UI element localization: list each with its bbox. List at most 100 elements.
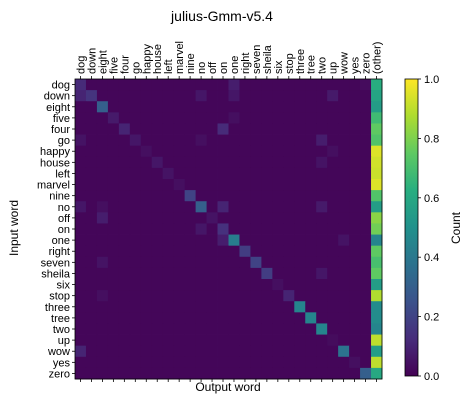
cell-tree-stop: [283, 312, 295, 324]
cell-on-up: [327, 223, 339, 235]
cell-no-dog: [75, 201, 87, 213]
cell-zero-happy: [140, 367, 153, 380]
cell-zero-four: [118, 367, 131, 380]
cell-wow-up: [327, 345, 339, 358]
cell-down-six: [272, 90, 284, 102]
cell-five-left: [162, 112, 175, 124]
cell-up-zero: [360, 334, 372, 347]
cell-stop-house: [151, 290, 164, 302]
cell-six-yes: [349, 279, 361, 291]
cell-four-other: [371, 123, 383, 135]
cell-eight-happy: [140, 101, 153, 113]
cell-sheila-go: [129, 267, 142, 280]
cell-happy-six: [272, 145, 284, 158]
cell-sheila-zero: [360, 267, 372, 280]
cell-one-house: [151, 234, 164, 247]
cell-one-left: [162, 234, 175, 247]
cell-no-yes: [349, 201, 361, 213]
cell-no-sheila: [261, 201, 273, 213]
cell-four-happy: [140, 123, 153, 135]
cell-up-yes: [349, 334, 361, 347]
cell-six-right: [239, 279, 251, 291]
cell-off-sheila: [261, 212, 273, 224]
cell-left-nine: [184, 167, 196, 180]
cell-stop-zero: [360, 290, 372, 302]
cell-seven-stop: [283, 256, 295, 269]
y-tick-label: four: [51, 124, 70, 136]
cell-yes-seven: [250, 356, 262, 369]
cell-tree-zero: [360, 312, 372, 324]
cell-nine-yes: [349, 190, 361, 202]
cell-nine-tree: [305, 190, 317, 202]
cell-nine-two: [316, 190, 328, 202]
cell-one-happy: [140, 234, 153, 247]
cell-sheila-no: [195, 267, 207, 280]
cell-one-tree: [305, 234, 317, 247]
cell-wow-marvel: [173, 345, 186, 358]
x-tick-label: zero: [361, 53, 373, 74]
cell-yes-on: [217, 356, 229, 369]
cell-tree-nine: [184, 312, 196, 324]
cell-one-eight: [96, 234, 109, 247]
cell-seven-off: [206, 256, 218, 269]
cell-off-dog: [75, 212, 87, 224]
cell-six-house: [151, 279, 164, 291]
cell-seven-yes: [349, 256, 361, 269]
cell-zero-stop: [283, 367, 295, 380]
cell-three-happy: [140, 301, 153, 313]
cell-three-eight: [96, 301, 109, 313]
cell-marvel-up: [327, 179, 339, 191]
y-tick-label: two: [53, 324, 70, 336]
cell-dog-sheila: [261, 79, 273, 91]
cell-happy-left: [162, 145, 175, 158]
cell-six-five: [107, 279, 120, 291]
cell-right-other: [371, 245, 383, 258]
cell-no-stop: [283, 201, 295, 213]
cell-six-go: [129, 279, 142, 291]
cell-eight-left: [162, 101, 175, 113]
cell-dog-no: [195, 79, 207, 91]
cell-three-house: [151, 301, 164, 313]
cell-nine-go: [129, 190, 142, 202]
cell-eight-dog: [75, 101, 87, 113]
cell-seven-house: [151, 256, 164, 269]
cell-seven-seven: [250, 256, 262, 269]
cell-marvel-eight: [96, 179, 109, 191]
cell-right-yes: [349, 245, 361, 258]
cell-off-off: [206, 212, 218, 224]
colorbar-ticks: 0.0 0.2 0.4 0.6 0.8 1.0: [418, 74, 439, 383]
x-tick-label: no: [196, 62, 208, 74]
cell-house-go: [129, 156, 142, 169]
cell-zero-sheila: [261, 367, 273, 380]
cell-left-off: [206, 167, 218, 180]
cell-three-yes: [349, 301, 361, 313]
cell-eight-eight: [96, 101, 109, 113]
cell-house-up: [327, 156, 339, 169]
y-tick-label: sheila: [41, 268, 71, 280]
cell-happy-three: [294, 145, 306, 158]
cell-two-two: [316, 323, 328, 335]
cell-marvel-zero: [360, 179, 372, 191]
cell-tree-marvel: [173, 312, 186, 324]
x-tick-label: six: [273, 60, 285, 74]
cell-wow-six: [272, 345, 284, 358]
colorbar-label: Count: [449, 211, 463, 244]
cell-right-nine: [184, 245, 196, 258]
cell-down-tree: [305, 90, 317, 102]
cell-nine-other: [371, 190, 383, 202]
cell-nine-happy: [140, 190, 153, 202]
cell-go-nine: [184, 134, 196, 147]
cell-right-tree: [305, 245, 317, 258]
cell-yes-happy: [140, 356, 153, 369]
y-tick-label: off: [58, 213, 71, 225]
cell-three-stop: [283, 301, 295, 313]
cell-dog-up: [327, 79, 339, 91]
cell-left-up: [327, 167, 339, 180]
cell-five-six: [272, 112, 284, 124]
cell-down-up: [327, 90, 339, 102]
cell-tree-up: [327, 312, 339, 324]
cell-sheila-up: [327, 267, 339, 280]
cell-zero-dog: [75, 367, 87, 380]
cell-zero-eight: [96, 367, 109, 380]
cell-tree-no: [195, 312, 207, 324]
